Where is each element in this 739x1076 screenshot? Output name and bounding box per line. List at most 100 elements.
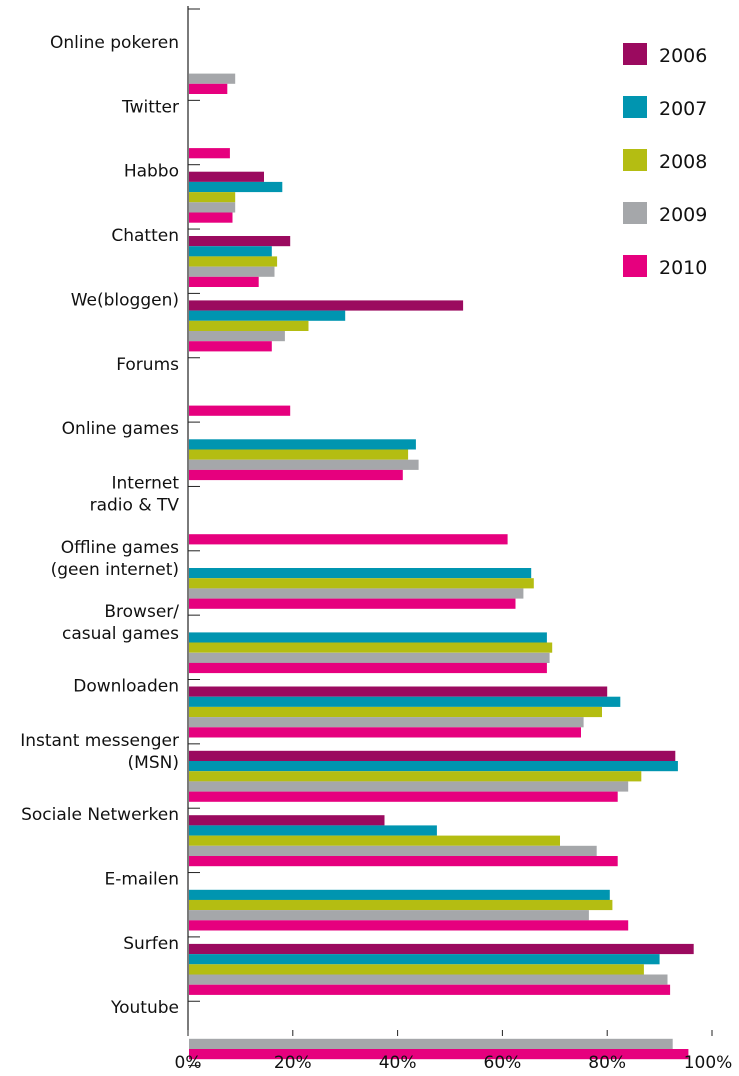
bar-2009	[189, 910, 589, 921]
bar-2007	[189, 439, 416, 450]
category-label-line: Downloaden	[73, 677, 179, 697]
x-tick-labels: 0% 20% 40% 60% 80% 100%	[175, 1053, 733, 1073]
bar-2010	[189, 83, 228, 94]
category-label-line: Sociale Netwerken	[21, 805, 179, 825]
bar-2007	[189, 889, 610, 900]
category-label: E-mailen	[104, 870, 179, 890]
bar-2010	[189, 148, 230, 159]
category-label-line: E-mailen	[104, 870, 179, 890]
x-tick-label: 40%	[379, 1053, 417, 1073]
bar-2008	[189, 771, 642, 782]
bar-2009	[189, 202, 236, 213]
category-label-line: (MSN)	[128, 753, 179, 773]
bar-2010	[189, 727, 581, 738]
bar-2008	[189, 706, 602, 718]
bar-2009	[189, 331, 285, 342]
category-label: Browser/casual games	[62, 602, 179, 644]
category-label-line: Surfen	[123, 934, 179, 954]
bar-2010	[189, 984, 671, 995]
bar-2008	[189, 192, 236, 203]
bar-2008	[189, 578, 534, 589]
bar-2007	[189, 632, 547, 643]
bar-2010	[189, 791, 618, 802]
category-label: Twitter	[121, 97, 179, 117]
category-label-line: Forums	[116, 355, 179, 375]
category-label: Chatten	[111, 226, 179, 246]
bar-2007	[189, 954, 660, 965]
legend: 2006 2007 2008 2009 2010	[623, 43, 707, 279]
bar-2007	[189, 568, 532, 579]
bar-2006	[189, 300, 464, 311]
x-tick-label: 80%	[588, 1053, 626, 1073]
category-label: Forums	[116, 355, 179, 375]
axis-group	[187, 6, 713, 1067]
legend-label-2006: 2006	[659, 45, 707, 67]
category-label-line: Twitter	[121, 97, 179, 117]
legend-label-2008: 2008	[659, 151, 707, 173]
bar-2009	[189, 845, 597, 856]
legend-swatch-2007	[623, 96, 647, 118]
bar-2010	[189, 1049, 689, 1060]
bar-2006	[189, 686, 608, 697]
x-tick-label: 0%	[175, 1053, 202, 1073]
bar-2006	[189, 236, 291, 247]
category-label: Downloaden	[73, 677, 179, 697]
bars-group	[189, 73, 694, 1060]
category-label-line: Internet	[111, 473, 179, 493]
bar-2006	[189, 171, 264, 182]
category-label: Online games	[62, 419, 179, 439]
bar-2007	[189, 310, 346, 321]
bar-2007	[189, 761, 678, 772]
legend-label-2007: 2007	[659, 98, 707, 120]
category-label-line: (geen internet)	[51, 560, 179, 580]
legend-label-2010: 2010	[659, 257, 707, 279]
bar-2007	[189, 181, 283, 193]
category-label-line: Online games	[62, 419, 179, 439]
bar-2008	[189, 320, 309, 331]
bar-2010	[189, 662, 547, 674]
legend-swatch-2010	[623, 255, 647, 277]
category-label-line: radio & TV	[90, 495, 180, 515]
category-label-line: casual games	[62, 624, 179, 644]
bar-2010	[189, 341, 272, 352]
category-label-line: Habbo	[124, 162, 179, 182]
bar-2008	[189, 899, 613, 911]
bar-2010	[189, 856, 618, 867]
bar-2008	[189, 642, 553, 653]
category-label: Youtube	[110, 998, 179, 1018]
bar-2007	[189, 246, 272, 257]
bar-2006	[189, 815, 385, 826]
category-label-line: Chatten	[111, 226, 179, 246]
bar-2010	[189, 405, 291, 416]
bar-2006	[189, 750, 676, 761]
bar-2009	[189, 588, 524, 599]
category-label-line: We(bloggen)	[71, 290, 179, 310]
x-tick-label: 20%	[274, 1053, 312, 1073]
bar-2010	[189, 276, 259, 287]
bar-2009	[189, 266, 275, 277]
bar-2010	[189, 212, 233, 223]
bar-2008	[189, 835, 560, 846]
category-label-line: Youtube	[110, 998, 179, 1018]
bar-2007	[189, 825, 437, 836]
category-label: Habbo	[124, 162, 179, 182]
category-label-line: Instant messenger	[20, 731, 179, 751]
bar-2006	[189, 943, 694, 955]
bar-2009	[189, 459, 419, 470]
category-label-line: Online pokeren	[50, 33, 179, 53]
bar-2008	[189, 449, 409, 460]
legend-swatch-2009	[623, 202, 647, 224]
category-label: Internet radio & TV	[90, 473, 180, 515]
legend-swatch-2008	[623, 149, 647, 171]
category-label: We(bloggen)	[71, 290, 179, 310]
category-label-line: Browser/	[104, 602, 179, 622]
bar-2009	[189, 717, 584, 728]
bar-2010	[189, 920, 629, 931]
bar-2008	[189, 256, 278, 267]
category-label-line: Offline games	[61, 538, 179, 558]
bar-2010	[189, 469, 403, 481]
x-tick-label: 100%	[684, 1053, 733, 1073]
category-label: Surfen	[123, 934, 179, 954]
bar-2010	[189, 598, 516, 609]
